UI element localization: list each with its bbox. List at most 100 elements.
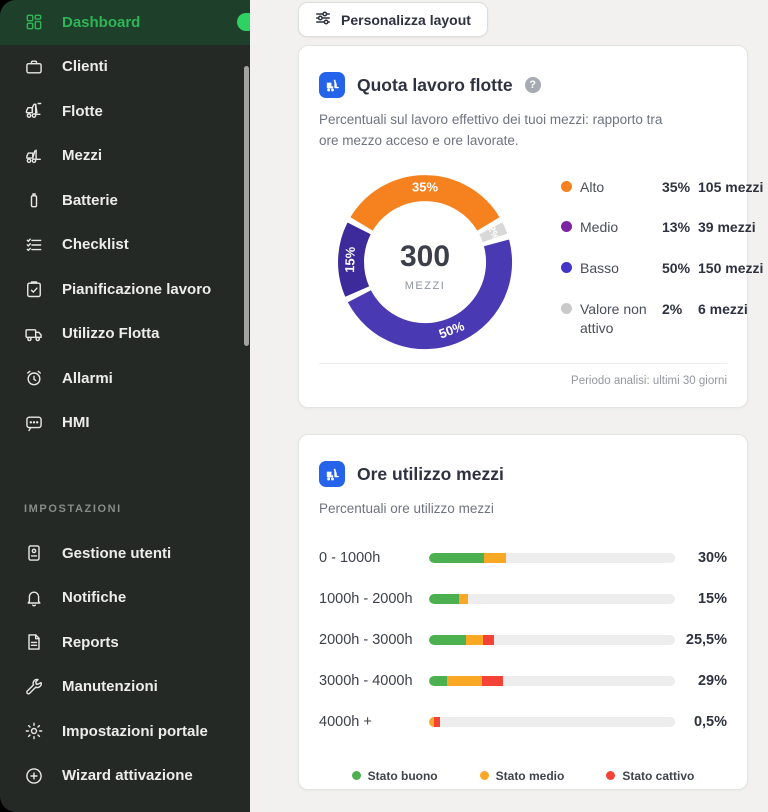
sidebar-item-reports[interactable]: Reports — [0, 620, 250, 665]
sidebar-item-batterie[interactable]: Batterie — [0, 178, 250, 223]
bar-segment — [481, 675, 503, 686]
sidebar-item-pianificazione-lavoro[interactable]: Pianificazione lavoro — [0, 267, 250, 312]
sidebar-item-impostazioni-portale[interactable]: Impostazioni portale — [0, 709, 250, 754]
bar-value: 30% — [697, 549, 727, 566]
bar-fill — [429, 716, 675, 727]
user-badge-icon — [24, 543, 44, 563]
bar-track — [429, 593, 675, 604]
quota-lavoro-flotte-card: Quota lavoro flotte ? Percentuali sul la… — [298, 45, 763, 408]
bar-legend-item: Stato buono — [351, 769, 438, 783]
ore-card-title: Ore utilizzo mezzi — [357, 463, 504, 484]
dashboard-grid-icon — [24, 12, 44, 32]
sidebar-item-checklist[interactable]: Checklist — [0, 223, 250, 268]
legend-name: Valore non attivo — [580, 300, 647, 337]
sidebar-item-label: Dashboard — [62, 13, 141, 31]
customize-layout-button[interactable]: Personalizza layout — [298, 2, 488, 37]
sidebar-item-dashboard[interactable]: Dashboard — [0, 0, 250, 45]
analysis-period-note: Periodo analisi: ultimi 30 giorni — [319, 363, 727, 387]
bar-segment — [429, 675, 448, 686]
sidebar-item-label: Utilizzo Flotta — [62, 325, 160, 343]
document-icon — [24, 632, 44, 652]
bar-fill — [429, 675, 675, 686]
legend-name: Alto — [580, 178, 605, 195]
forklift-badge-icon — [319, 72, 345, 98]
bar-segment — [433, 716, 441, 727]
legend-percent: 35% — [662, 178, 691, 195]
legend-percent: 2% — [662, 300, 683, 317]
legend-name: Medio — [580, 219, 619, 236]
sidebar-item-label: HMI — [62, 414, 90, 432]
legend-count: 6 mezzi — [698, 300, 748, 317]
sidebar-item-manutenzioni[interactable]: Manutenzioni — [0, 665, 250, 710]
sidebar-item-mezzi[interactable]: Mezzi — [0, 134, 250, 179]
sidebar-item-wizard-attivazione[interactable]: Wizard attivazione — [0, 754, 250, 799]
wrench-icon — [24, 677, 44, 697]
usage-bar-row: 2000h - 3000h 25,5% — [319, 630, 727, 650]
forklift-icon — [24, 146, 44, 166]
sidebar-item-notifiche[interactable]: Notifiche — [0, 576, 250, 621]
legend-count: 105 mezzi — [698, 178, 764, 195]
sidebar-item-clienti[interactable]: Clienti — [0, 45, 250, 90]
sidebar-item-label: Impostazioni portale — [62, 722, 208, 740]
legend-dot-icon — [561, 262, 572, 274]
bar-track — [429, 675, 675, 686]
bar-legend-item: Stato medio — [479, 769, 564, 783]
sidebar-item-utilizzo-flotta[interactable]: Utilizzo Flotta — [0, 312, 250, 357]
bar-track — [429, 552, 675, 563]
sidebar-item-label: Mezzi — [62, 147, 103, 165]
sidebar-item-label: Manutenzioni — [62, 678, 158, 696]
chat-bubble-icon — [24, 413, 44, 433]
sidebar: Dashboard Clienti Flotte Mezzi Batterie Check… — [0, 0, 250, 812]
legend-dot-icon — [606, 771, 616, 781]
forklift-badge-icon — [319, 461, 345, 487]
truck-icon — [24, 324, 44, 344]
bar-track — [429, 634, 675, 645]
help-icon[interactable]: ? — [524, 77, 541, 93]
sidebar-item-label: Checklist — [62, 236, 129, 254]
sidebar-item-label: Wizard attivazione — [62, 767, 193, 785]
legend-dot-icon — [479, 771, 489, 781]
legend-name: Stato cattivo — [622, 768, 695, 783]
sidebar-item-label: Flotte — [62, 102, 103, 120]
donut-legend-row: Medio 13% 39 mezzi — [561, 218, 763, 238]
bar-segment — [429, 634, 466, 645]
sidebar-item-label: Notifiche — [62, 589, 127, 607]
alarm-clock-icon — [24, 368, 44, 388]
sidebar-item-label: Allarmi — [62, 369, 113, 387]
bar-segment — [447, 675, 482, 686]
clipboard-check-icon — [24, 279, 44, 299]
sidebar-item-label: Pianificazione lavoro — [62, 280, 212, 298]
sidebar-item-flotte[interactable]: Flotte — [0, 89, 250, 134]
bar-segment — [483, 634, 495, 645]
checklist-icon — [24, 235, 44, 255]
main-content: Personalizza layout Quota lavoro flotte … — [250, 0, 768, 812]
bar-category-label: 1000h - 2000h — [319, 590, 413, 607]
ore-card-subtitle: Percentuali ore utilizzo mezzi — [319, 501, 494, 516]
sidebar-item-label: Reports — [62, 633, 119, 651]
sidebar-item-allarmi[interactable]: Allarmi — [0, 356, 250, 401]
legend-dot-icon — [561, 180, 572, 192]
bar-category-label: 2000h - 3000h — [319, 631, 413, 648]
bell-icon — [24, 588, 44, 608]
legend-name: Basso — [580, 260, 619, 277]
donut-legend-row: Basso 50% 150 mezzi — [561, 259, 763, 279]
plus-circle-icon — [24, 766, 44, 786]
usage-bar-row: 1000h - 2000h 15% — [319, 589, 727, 609]
bar-category-label: 3000h - 4000h — [319, 672, 413, 689]
bar-segment — [429, 593, 459, 604]
usage-bar-row: 3000h - 4000h 29% — [319, 671, 727, 691]
sidebar-item-hmi[interactable]: HMI — [0, 401, 250, 446]
donut-legend: Alto 35% 105 mezzi Medio 13% 39 mezzi Basso 50%… — [525, 162, 763, 362]
sidebar-item-gestione-utenti[interactable]: Gestione utenti — [0, 531, 250, 576]
bar-value: 0,5% — [693, 713, 727, 730]
bar-category-label: 4000h + — [319, 713, 372, 730]
svg-text:15%: 15% — [342, 246, 358, 273]
ore-utilizzo-mezzi-card: Ore utilizzo mezzi Percentuali ore utili… — [298, 434, 748, 790]
bar-value: 29% — [697, 672, 727, 689]
forklift-fleet-icon — [24, 101, 44, 121]
sidebar-item-label: Gestione utenti — [62, 544, 172, 562]
quota-card-subtitle: Percentuali sul lavoro effettivo dei tuo… — [319, 112, 663, 148]
briefcase-icon — [24, 57, 44, 77]
bar-track — [429, 716, 675, 727]
sidebar-scrollbar-thumb[interactable] — [244, 66, 249, 346]
